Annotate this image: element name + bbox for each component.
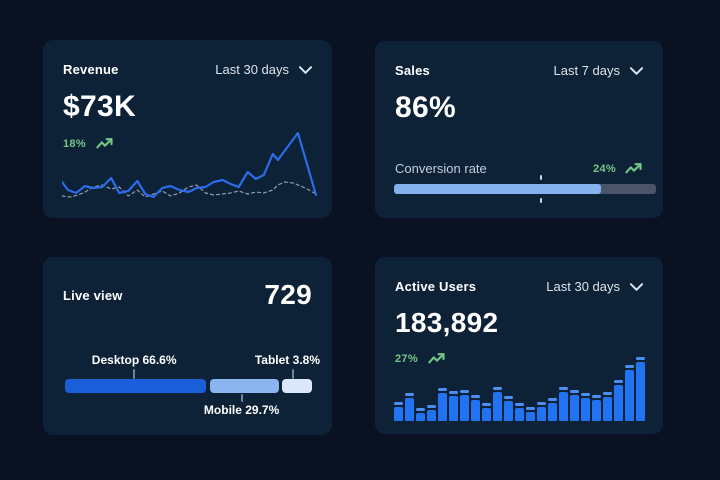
active-users-title: Active Users	[395, 279, 477, 294]
desktop-tick	[133, 369, 136, 379]
sales-period-label: Last 7 days	[553, 63, 621, 78]
bar	[548, 398, 557, 421]
mobile-segment-label: Mobile 29.7%	[203, 403, 280, 417]
revenue-value: $73K	[63, 90, 136, 123]
tablet-tick	[292, 369, 295, 379]
conversion-rate-row: Conversion rate 24%	[395, 161, 643, 176]
progress-fill	[394, 184, 601, 194]
conversion-progress-bar	[394, 175, 656, 203]
revenue-period-dropdown[interactable]: Last 30 days	[215, 62, 312, 77]
active-users-bar-chart	[394, 353, 645, 421]
bar	[559, 387, 568, 421]
sales-delta-row: 24%	[593, 162, 643, 175]
tablet-segment-label: Tablet 3.8%	[254, 353, 320, 367]
sales-period-dropdown[interactable]: Last 7 days	[553, 63, 643, 78]
chevron-down-icon	[630, 66, 643, 75]
bar	[515, 403, 524, 421]
revenue-period-label: Last 30 days	[215, 62, 289, 77]
live-view-value: 729	[264, 279, 312, 310]
bar	[449, 391, 458, 421]
bar	[493, 387, 502, 421]
bar	[526, 407, 535, 421]
live-view-title: Live view	[63, 287, 123, 303]
bar	[537, 402, 546, 421]
trend-up-icon	[625, 163, 642, 174]
revenue-title: Revenue	[63, 62, 119, 77]
live-view-card-header: Live view 729	[63, 279, 312, 311]
sales-title: Sales	[395, 63, 430, 78]
mobile-segment	[209, 379, 279, 393]
bar	[581, 393, 590, 421]
revenue-delta-row: 18%	[63, 137, 312, 150]
bar	[460, 390, 469, 421]
revenue-line-chart	[62, 128, 319, 198]
active-users-delta: 27%	[395, 352, 418, 365]
device-stacked-bar	[65, 379, 312, 393]
bar	[471, 395, 480, 421]
bar	[405, 393, 414, 421]
revenue-delta: 18%	[63, 137, 86, 150]
bar	[625, 365, 634, 421]
bar	[603, 392, 612, 421]
bar	[570, 390, 579, 421]
active-users-period-label: Last 30 days	[546, 279, 620, 294]
progress-marker-top	[539, 175, 542, 180]
active-users-value: 183,892	[395, 307, 499, 338]
tablet-segment	[282, 379, 312, 393]
conversion-rate-label: Conversion rate	[395, 161, 487, 176]
revenue-card: Revenue Last 30 days $73K 18%	[43, 40, 332, 218]
bar	[592, 395, 601, 421]
sales-card: Sales Last 7 days 86% Conversion rate 24…	[375, 41, 663, 218]
progress-marker-bottom	[539, 198, 542, 203]
bar	[416, 408, 425, 421]
live-view-card: Live view 729 Desktop 66.6% Tablet 3.8% …	[43, 257, 332, 435]
active-users-card: Active Users Last 30 days 183,892 27%	[375, 257, 663, 434]
bar	[427, 405, 436, 421]
active-users-delta-row: 27%	[395, 352, 643, 365]
active-users-card-header: Active Users Last 30 days	[395, 279, 643, 294]
trend-up-icon	[428, 353, 445, 364]
active-users-period-dropdown[interactable]: Last 30 days	[546, 279, 643, 294]
revenue-card-header: Revenue Last 30 days	[63, 62, 312, 77]
mobile-tick	[240, 394, 243, 402]
bar	[614, 380, 623, 421]
sales-delta: 24%	[593, 162, 616, 175]
bar	[438, 388, 447, 421]
progress-track	[394, 184, 656, 194]
desktop-segment-label: Desktop 66.6%	[91, 353, 177, 367]
bar	[482, 403, 491, 421]
sales-value: 86%	[395, 91, 456, 124]
desktop-segment	[65, 379, 206, 393]
chevron-down-icon	[630, 282, 643, 291]
bar	[504, 396, 513, 421]
sales-card-header: Sales Last 7 days	[395, 63, 643, 78]
bar	[636, 357, 645, 421]
chevron-down-icon	[299, 65, 312, 74]
device-split-chart: Desktop 66.6% Tablet 3.8% Mobile 29.7%	[65, 353, 320, 423]
trend-up-icon	[96, 138, 113, 149]
bar	[394, 402, 403, 421]
